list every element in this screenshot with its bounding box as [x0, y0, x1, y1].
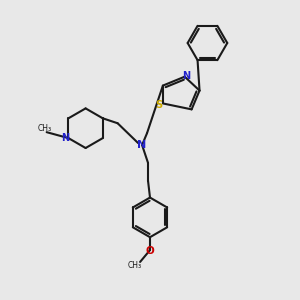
Text: CH₃: CH₃ [128, 261, 142, 270]
Text: N: N [137, 140, 147, 150]
Text: O: O [146, 246, 154, 256]
Text: N: N [61, 133, 70, 143]
Text: S: S [155, 100, 163, 110]
Text: N: N [183, 71, 191, 81]
Text: CH₃: CH₃ [38, 124, 52, 133]
